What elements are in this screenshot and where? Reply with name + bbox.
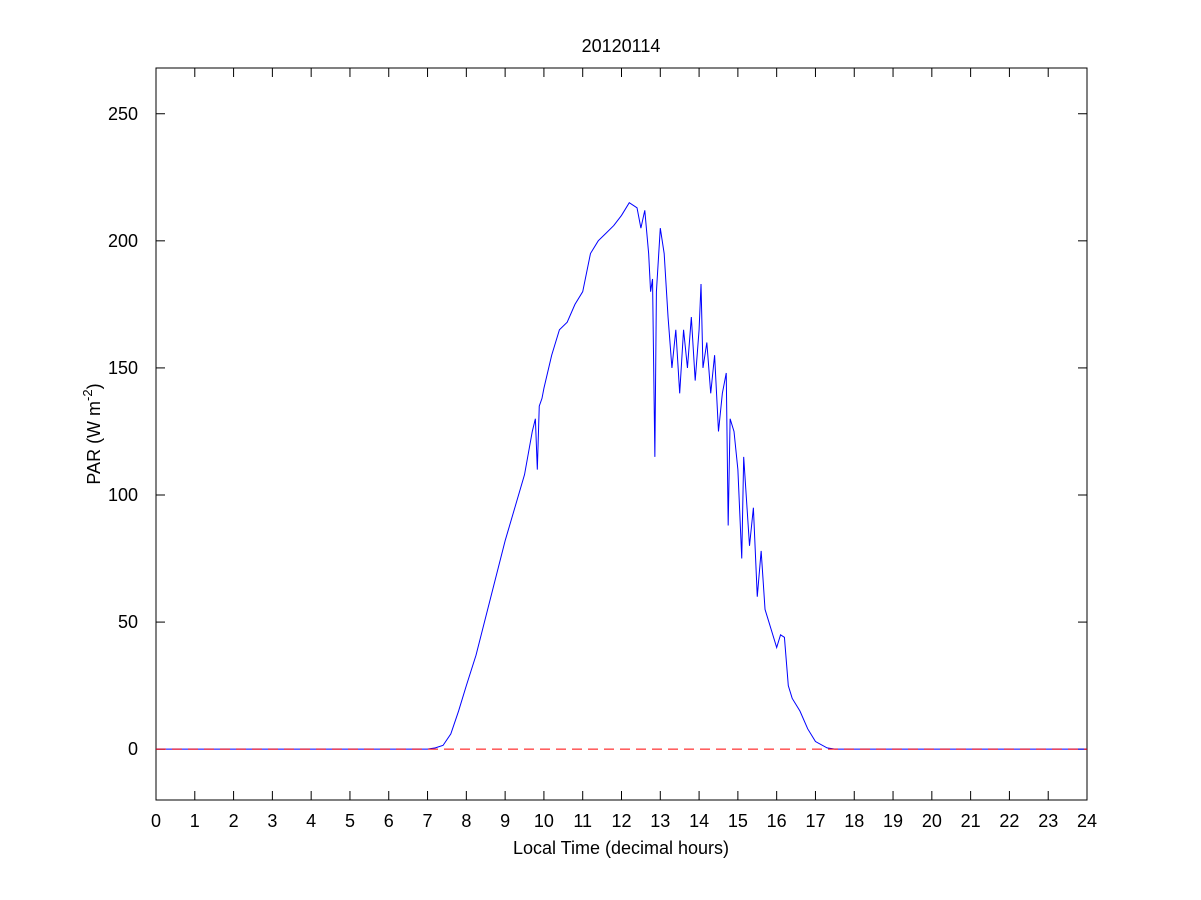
- x-tick-label: 24: [1077, 811, 1097, 831]
- data-line: [156, 202, 1087, 750]
- x-tick-label: 14: [689, 811, 709, 831]
- y-tick-label: 0: [128, 739, 138, 759]
- x-tick-label: 1: [190, 811, 200, 831]
- x-tick-label: 20: [922, 811, 942, 831]
- x-tick-label: 19: [883, 811, 903, 831]
- x-tick-label: 4: [306, 811, 316, 831]
- x-tick-label: 8: [461, 811, 471, 831]
- x-tick-label: 16: [767, 811, 787, 831]
- x-tick-label: 15: [728, 811, 748, 831]
- y-label-superscript: -2: [80, 389, 95, 401]
- x-tick-label: 2: [229, 811, 239, 831]
- y-tick-label: 50: [118, 612, 138, 632]
- y-tick-label: 150: [108, 358, 138, 378]
- x-tick-label: 10: [534, 811, 554, 831]
- y-tick-label: 200: [108, 231, 138, 251]
- x-tick-label: 9: [500, 811, 510, 831]
- x-tick-label: 21: [961, 811, 981, 831]
- x-tick-label: 12: [611, 811, 631, 831]
- x-tick-label: 7: [423, 811, 433, 831]
- y-label-text: PAR (W m: [84, 401, 104, 485]
- x-tick-label: 11: [573, 811, 592, 831]
- chart-title: 20120114: [582, 36, 661, 56]
- x-axis-label: Local Time (decimal hours): [513, 838, 729, 858]
- x-tick-label: 18: [844, 811, 864, 831]
- y-tick-label: 100: [108, 485, 138, 505]
- y-label-suffix: ): [84, 383, 104, 389]
- x-tick-label: 13: [650, 811, 670, 831]
- x-tick-label: 17: [805, 811, 825, 831]
- y-tick-label: 250: [108, 104, 138, 124]
- x-tick-label: 5: [345, 811, 355, 831]
- x-tick-label: 6: [384, 811, 394, 831]
- x-tick-label: 22: [999, 811, 1019, 831]
- x-tick-label: 0: [151, 811, 161, 831]
- plot-area: [155, 67, 1088, 801]
- x-tick-label: 23: [1038, 811, 1058, 831]
- x-tick-label: 3: [267, 811, 277, 831]
- y-axis-label: PAR (W m-2): [80, 383, 104, 484]
